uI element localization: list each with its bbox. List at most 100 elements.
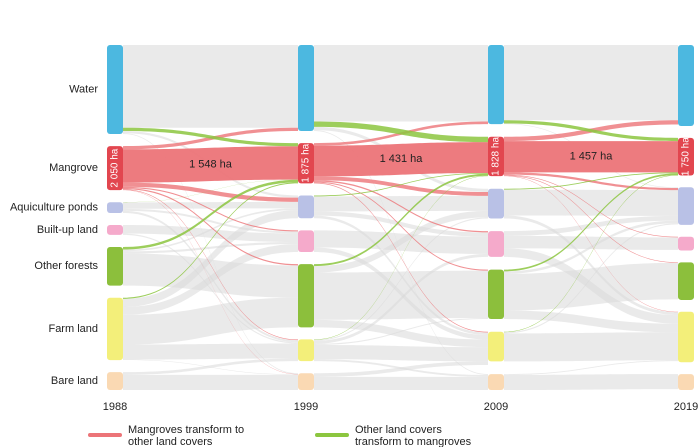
- node: [298, 264, 314, 328]
- x-tick-label: 2009: [484, 401, 508, 413]
- category-label: Bare land: [51, 375, 98, 387]
- node: [107, 146, 123, 191]
- node: [298, 339, 314, 362]
- node: [107, 225, 123, 235]
- flow: [123, 146, 298, 183]
- node: [298, 195, 314, 219]
- flow: [314, 317, 488, 345]
- node-label: 1 828 ha: [491, 137, 502, 176]
- flow: [123, 374, 298, 390]
- flow: [314, 173, 488, 267]
- node: [298, 45, 314, 131]
- category-label: Farm land: [48, 323, 98, 335]
- node: [678, 374, 694, 390]
- category-label: Mangrove: [49, 162, 98, 174]
- flow-label: 1 548 ha: [189, 158, 233, 170]
- flow: [123, 127, 298, 147]
- node: [107, 372, 123, 390]
- legend-swatch: [315, 433, 349, 437]
- node: [298, 143, 314, 184]
- flow: [504, 235, 678, 250]
- legend-label: Mangroves transform to other land covers: [128, 424, 245, 447]
- flow-label: 1 457 ha: [570, 151, 614, 163]
- flow: [123, 358, 298, 375]
- node: [488, 331, 504, 362]
- flow: [504, 120, 678, 142]
- flow: [504, 332, 678, 362]
- flow: [504, 374, 678, 390]
- legend-swatch: [88, 433, 122, 437]
- flow: [123, 133, 298, 375]
- category-label: Water: [69, 83, 98, 95]
- flow: [123, 201, 298, 209]
- flow: [504, 174, 678, 238]
- flow: [123, 189, 298, 341]
- flow: [314, 182, 488, 333]
- flow: [314, 142, 488, 177]
- flow: [123, 187, 298, 266]
- flow: [123, 210, 298, 307]
- flow: [123, 343, 298, 360]
- flow: [504, 172, 678, 190]
- links: [123, 45, 678, 390]
- flow: [314, 270, 488, 320]
- flow: [123, 225, 298, 243]
- flow: [504, 360, 678, 375]
- node: [678, 187, 694, 225]
- category-label: Built-up land: [37, 224, 98, 236]
- x-tick-label: 2019: [674, 401, 698, 413]
- flow: [504, 45, 678, 121]
- flow: [504, 215, 678, 236]
- flow: [123, 208, 298, 234]
- legend-label: Other land covers transform to mangroves: [355, 424, 472, 447]
- flow: [314, 210, 488, 273]
- node: [678, 45, 694, 127]
- x-tick-label: 1988: [103, 401, 127, 413]
- node-label: 1 750 ha: [681, 137, 692, 176]
- flow: [314, 217, 488, 341]
- flow: [504, 174, 678, 333]
- flow: [314, 344, 488, 362]
- flow: [123, 179, 298, 250]
- flow: [123, 182, 298, 202]
- category-label: Aquiculture ponds: [10, 201, 99, 213]
- flow: [314, 376, 488, 390]
- node: [107, 246, 123, 286]
- flow: [504, 189, 678, 216]
- node: [488, 231, 504, 257]
- flow: [314, 172, 488, 197]
- category-label: Other forests: [34, 260, 98, 272]
- flow: [504, 175, 678, 313]
- node: [678, 311, 694, 363]
- node: [678, 262, 694, 300]
- flow: [314, 121, 488, 143]
- flow: [504, 310, 678, 333]
- node: [488, 45, 504, 125]
- node: [488, 136, 504, 177]
- node: [488, 374, 504, 390]
- flow: [314, 195, 488, 212]
- x-tick-label: 1999: [294, 401, 318, 413]
- node-label: 1 875 ha: [301, 143, 312, 182]
- node: [488, 188, 504, 219]
- flow: [123, 297, 298, 345]
- flow: [504, 141, 678, 173]
- flow: [123, 244, 298, 315]
- flow: [314, 176, 488, 196]
- flow: [504, 223, 678, 334]
- node: [298, 230, 314, 253]
- flow: [123, 182, 298, 299]
- flow-label: 1 431 ha: [380, 153, 424, 165]
- flow: [314, 180, 488, 233]
- flow: [314, 319, 488, 348]
- flow: [123, 179, 298, 203]
- flow: [504, 173, 678, 272]
- flow: [314, 181, 488, 271]
- flow: [504, 215, 678, 316]
- node-label: 2 050 ha: [110, 148, 121, 187]
- node: [298, 373, 314, 390]
- flow: [123, 253, 298, 298]
- flow: [314, 361, 488, 377]
- flow: [314, 175, 488, 340]
- node: [107, 45, 123, 135]
